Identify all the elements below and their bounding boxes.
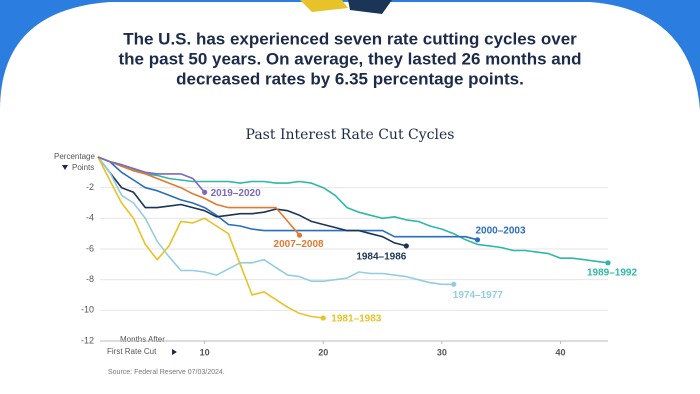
x-tick-label: 30	[437, 347, 447, 357]
series-line	[97, 156, 478, 241]
end-point	[451, 281, 457, 287]
y-tick-label: -4	[86, 213, 94, 223]
series-line	[97, 156, 324, 319]
arrow	[172, 349, 177, 355]
end-point	[296, 232, 303, 238]
series-label: 2007–2008	[274, 239, 324, 250]
headline-line: the past 50 years. On average, they last…	[119, 49, 582, 68]
series-line	[97, 156, 407, 247]
end-point	[202, 189, 208, 195]
end-point	[605, 260, 611, 266]
end-point	[474, 237, 481, 243]
arrow	[62, 165, 68, 170]
y-tick-label: -10	[81, 305, 94, 315]
x-tick-label: 40	[556, 347, 566, 357]
x-tick-label: 20	[318, 347, 328, 357]
series-line	[97, 156, 609, 264]
series-line	[97, 156, 206, 193]
series-label: 1974–1977	[453, 290, 503, 301]
series-label: 1984–1986	[356, 252, 406, 263]
end-point	[403, 243, 409, 249]
series-line	[97, 156, 454, 286]
headline-line: decreased rates by 6.35 percentage point…	[176, 69, 524, 88]
x-axis-label: Months After	[120, 335, 165, 344]
series-label: 2019–2020	[211, 188, 261, 199]
y-axis-label: Percentage	[54, 152, 95, 161]
x-axis-label: First Rate Cut	[107, 347, 157, 356]
headline-line: The U.S. has experienced seven rate cutt…	[123, 29, 577, 48]
series-line	[97, 156, 301, 236]
icon	[300, 0, 348, 12]
series-label: 1981–1983	[331, 314, 381, 325]
source: Source: Federal Reserve 07/03/2024.	[108, 369, 225, 376]
chart-title: Past Interest Rate Cut Cycles	[246, 127, 455, 143]
series-label: 1989–1992	[587, 267, 637, 278]
headline: The U.S. has experienced seven rate cutt…	[119, 29, 582, 88]
y-axis-label: Points	[72, 163, 94, 172]
y-tick-label: -8	[86, 274, 94, 284]
x-tick-label: 10	[200, 347, 210, 357]
y-tick-label: -12	[81, 335, 94, 345]
icon	[348, 0, 392, 14]
end-point	[320, 315, 326, 321]
y-tick-label: -6	[86, 243, 94, 253]
series-label: 2000–2003	[476, 225, 526, 236]
y-tick-label: -2	[86, 182, 94, 192]
